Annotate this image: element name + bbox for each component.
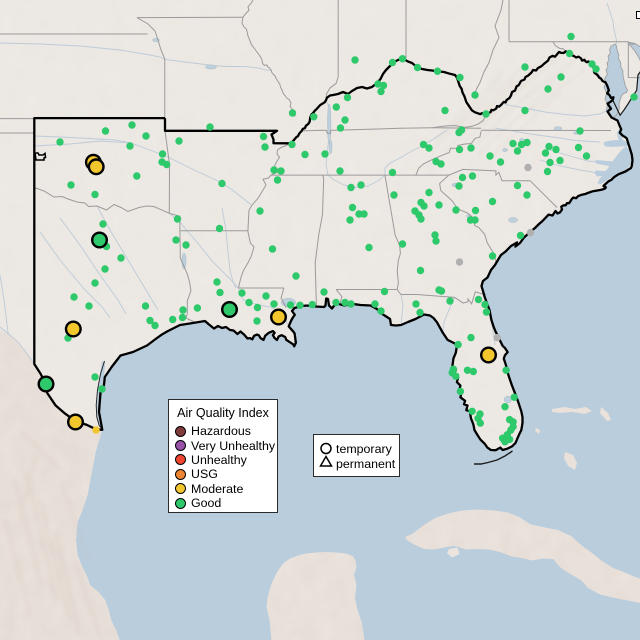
svg-text:temporary: temporary <box>336 442 393 456</box>
svg-text:permanent: permanent <box>336 457 396 471</box>
